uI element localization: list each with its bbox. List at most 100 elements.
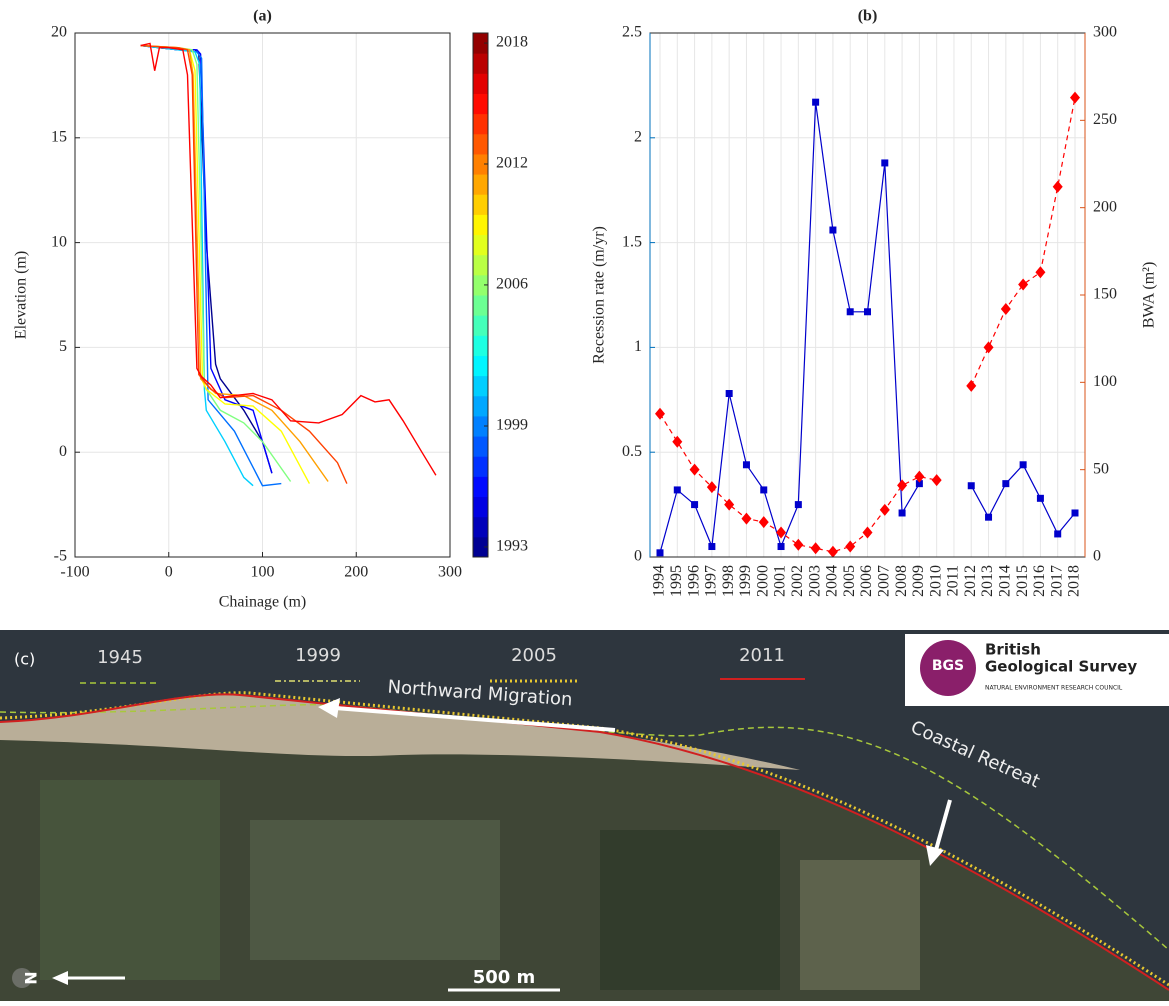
colorbar-label: 2012: [496, 155, 528, 172]
colorbar-label: 2006: [496, 276, 528, 293]
x-tick-label: -100: [60, 564, 89, 581]
field: [40, 780, 220, 980]
x-tick-label: 1994: [651, 565, 668, 597]
panel-label: (c): [14, 650, 35, 669]
colorbar-band: [473, 194, 488, 215]
y-tick-label: 20: [51, 24, 67, 41]
marker: [758, 516, 769, 529]
marker: [881, 159, 889, 167]
y-axis-label: Recession rate (m/yr): [591, 226, 608, 364]
marker: [1070, 91, 1080, 104]
colorbar-frame: [472, 32, 489, 558]
marker: [846, 308, 854, 316]
arrowhead: [926, 845, 944, 866]
axes-frame: [74, 32, 451, 558]
colorbar-label: 2018: [496, 34, 528, 51]
year-label: 2011: [739, 645, 785, 666]
x-tick-label: 2000: [754, 565, 771, 597]
x-tick-label: 2001: [772, 565, 789, 597]
y-axis-label: Elevation (m): [13, 251, 30, 339]
marker: [1052, 180, 1063, 193]
north-label: N: [22, 971, 41, 984]
y-tick-label: 15: [51, 128, 67, 145]
marker: [1036, 494, 1044, 502]
marker: [810, 542, 821, 555]
chart-title: (a): [253, 8, 272, 25]
y-tick-label: -5: [54, 548, 67, 565]
marker: [725, 390, 733, 398]
arrow: [934, 799, 952, 851]
y-tick-label: 0: [634, 548, 642, 565]
colorbar-band: [473, 113, 488, 135]
x-tick-label: 2016: [1031, 565, 1048, 597]
marker: [794, 501, 802, 509]
marker: [862, 526, 873, 539]
marker: [985, 513, 993, 521]
y-tick-label: 2.5: [622, 24, 642, 41]
marker: [689, 463, 700, 476]
logo-text: British: [985, 641, 1041, 659]
y2-tick-label: 300: [1093, 24, 1117, 41]
colorbar-band: [473, 335, 488, 356]
marker: [966, 379, 977, 392]
marker: [914, 470, 925, 483]
arrow: [334, 706, 616, 732]
x-tick-label: 2008: [893, 565, 910, 597]
marker: [897, 479, 908, 492]
x-tick-label: 2005: [841, 565, 858, 597]
y-tick-label: 5: [59, 338, 67, 355]
x-tick-label: 2014: [997, 565, 1014, 597]
marker: [1018, 278, 1029, 291]
shoreline-2011: [0, 693, 1169, 991]
x-tick-label: 300: [438, 564, 462, 581]
colorbar-band: [473, 436, 488, 457]
marker: [672, 435, 683, 448]
x-tick-label: 2018: [1066, 565, 1083, 597]
marker: [1000, 302, 1011, 315]
y2-tick-label: 50: [1093, 460, 1109, 477]
beach: [0, 694, 800, 770]
marker: [691, 501, 699, 509]
x-tick-label: 2015: [1014, 565, 1031, 597]
y2-tick-label: 200: [1093, 198, 1117, 215]
colorbar-band: [473, 496, 488, 518]
marker: [879, 503, 890, 516]
x-tick-label: 1995: [668, 565, 685, 597]
colorbar-band: [473, 274, 488, 296]
x-tick-label: 2002: [789, 565, 806, 597]
colorbar-band: [473, 516, 488, 538]
colorbar-band: [473, 456, 488, 477]
x-tick-label: 2004: [824, 565, 841, 597]
y2-tick-label: 150: [1093, 286, 1117, 303]
colorbar-band: [473, 214, 488, 236]
marker: [1071, 509, 1079, 517]
colorbar-band: [473, 33, 488, 54]
colorbar-band: [473, 536, 488, 558]
marker: [708, 543, 716, 551]
map-panel: (c) 1945 1999 2005 2011 Northward Migrat…: [0, 630, 1169, 1001]
marker: [777, 543, 785, 551]
colorbar-band: [473, 133, 488, 155]
colorbar-band: [473, 73, 488, 94]
marker: [655, 407, 665, 420]
scale-label: 500 m: [473, 967, 536, 988]
y-tick-label: 1.5: [622, 233, 642, 250]
marker: [656, 549, 664, 557]
colorbar-band: [473, 174, 488, 195]
marker: [724, 498, 735, 511]
arrowhead: [52, 971, 68, 985]
y2-tick-label: 100: [1093, 373, 1117, 390]
y-tick-label: 10: [51, 233, 67, 250]
x-axis-label: Chainage (m): [219, 594, 307, 611]
marker: [793, 538, 804, 551]
year-label: 2005: [511, 645, 557, 666]
colorbar-band: [473, 315, 488, 336]
marker: [812, 98, 820, 106]
colorbar-band: [473, 295, 488, 316]
year-label: 1999: [295, 645, 341, 666]
x-tick-label: 1996: [685, 565, 702, 597]
marker: [829, 226, 837, 234]
marker: [706, 481, 717, 494]
field: [250, 820, 500, 960]
